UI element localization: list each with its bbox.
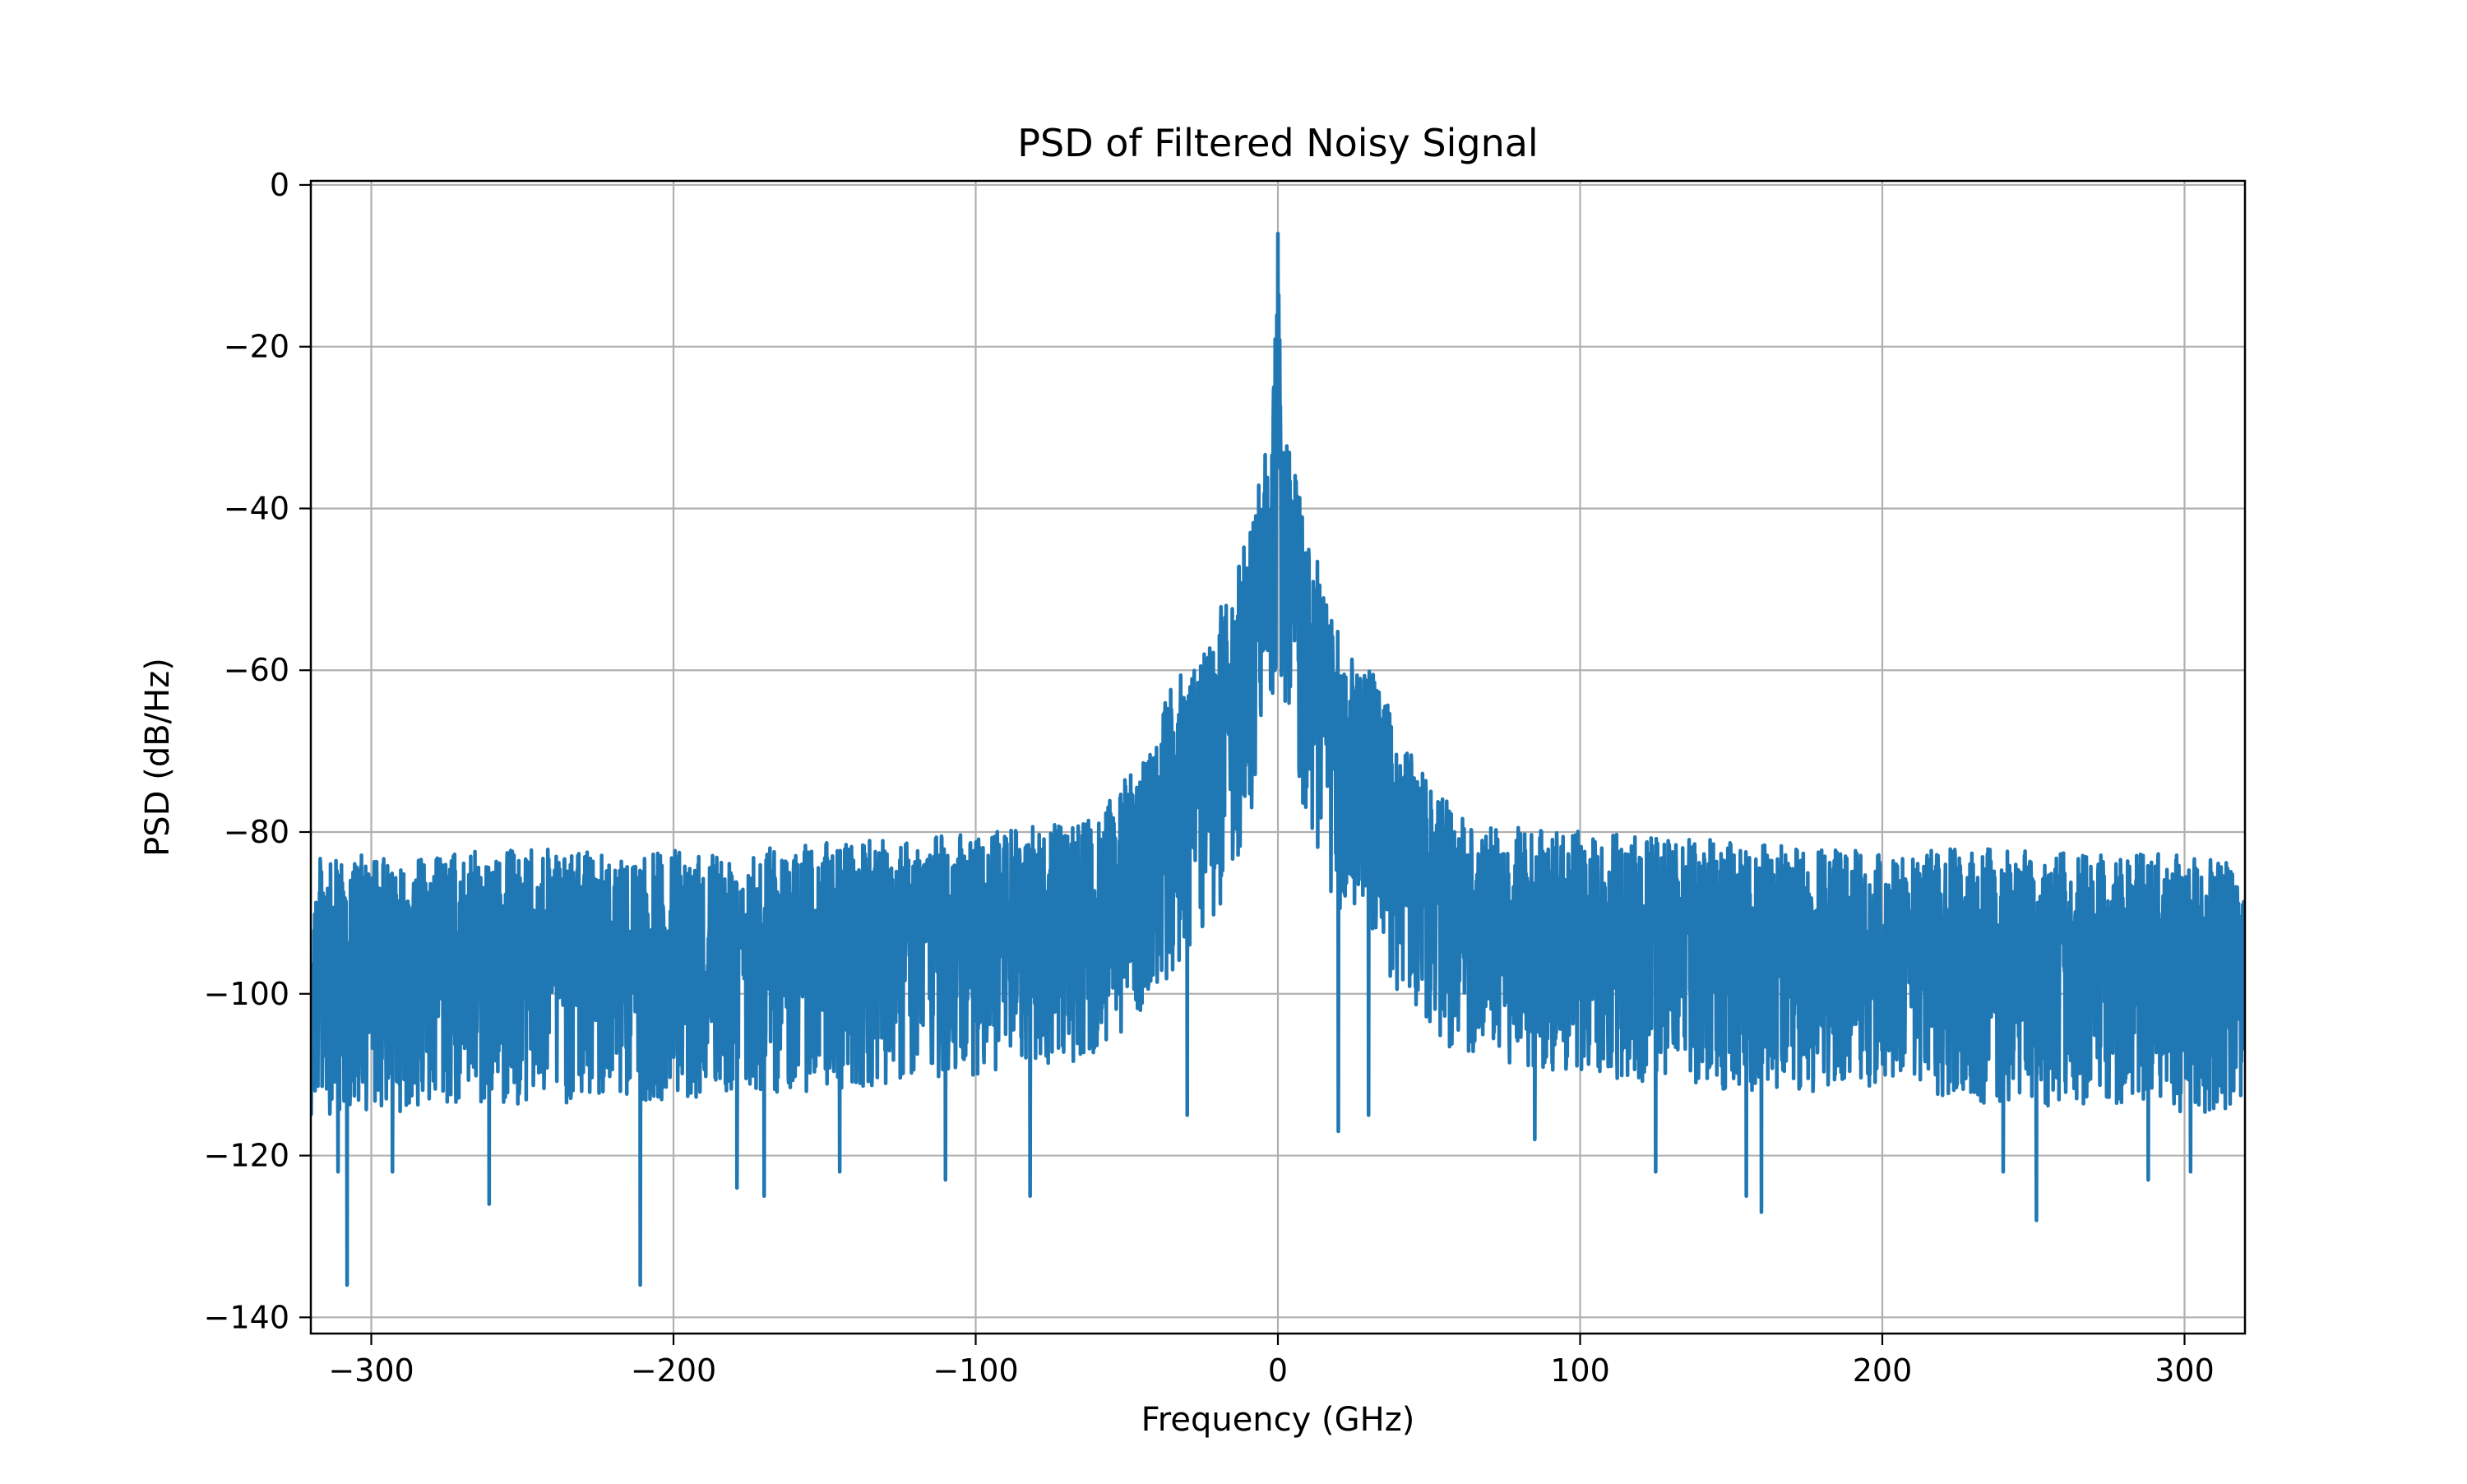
x-tick-label: −200 xyxy=(631,1352,716,1389)
x-tick-label: 200 xyxy=(1853,1352,1913,1389)
y-tick-label: −100 xyxy=(204,976,289,1012)
x-axis-label: Frequency (GHz) xyxy=(1141,1401,1415,1439)
y-tick-label: −20 xyxy=(224,329,289,365)
chart-title: PSD of Filtered Noisy Signal xyxy=(1017,121,1538,165)
y-tick-label: 0 xyxy=(270,167,289,203)
data-series xyxy=(311,231,2245,1288)
y-axis-label: PSD (dB/Hz) xyxy=(139,658,177,857)
x-tick-label: 300 xyxy=(2155,1352,2215,1389)
y-tick-label: −120 xyxy=(204,1138,289,1174)
y-tick-label: −140 xyxy=(204,1299,289,1335)
y-tick-label: −40 xyxy=(224,490,289,526)
axis-ticks: −300 −200 −100 0 100 200 300 0 −20 −40 −60 −80 −100 −… xyxy=(204,167,2215,1389)
x-tick-label: −300 xyxy=(328,1352,414,1389)
x-tick-label: 0 xyxy=(1268,1352,1288,1389)
x-tick-label: 100 xyxy=(1550,1352,1610,1389)
x-tick-label: −100 xyxy=(933,1352,1018,1389)
y-tick-label: −80 xyxy=(224,814,289,850)
y-tick-label: −60 xyxy=(224,652,289,688)
psd-series-line xyxy=(311,231,2245,1288)
